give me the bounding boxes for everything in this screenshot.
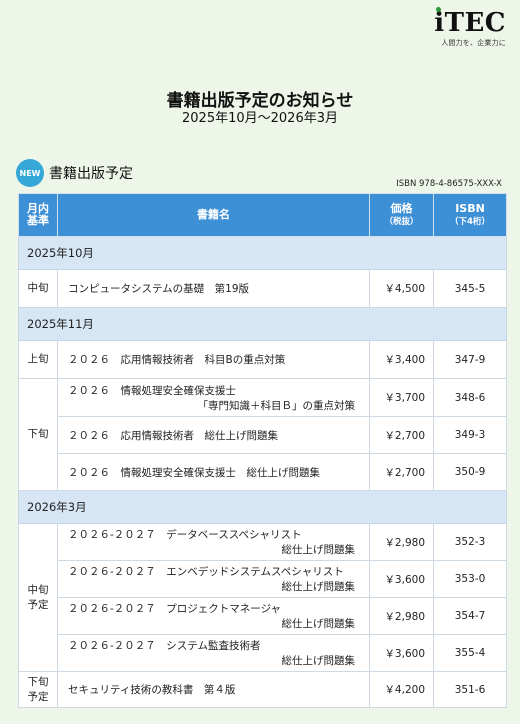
group-label: 2025年11月 bbox=[18, 307, 507, 341]
table-row: ２０２６-２０２７ システム監査技術者 総仕上げ問題集 ￥3,600 355-4 bbox=[19, 634, 507, 672]
isbn-cell: 345-5 bbox=[433, 269, 507, 308]
price-cell: ￥2,980 bbox=[369, 523, 434, 561]
isbn-cell: 352-3 bbox=[433, 523, 507, 561]
price-cell: ￥2,700 bbox=[369, 453, 434, 491]
brand-logo: iTEC 人間力を、企業力に bbox=[434, 7, 506, 48]
header-period: 月内 基準 bbox=[18, 193, 58, 237]
price-cell: ￥3,700 bbox=[369, 378, 434, 417]
group-row: 2026年3月 bbox=[18, 490, 507, 524]
price-cell: ￥4,200 bbox=[369, 671, 434, 708]
table-row: 上旬 ２０２６ 応用情報技術者 科目Bの重点対策 ￥3,400 347-9 bbox=[18, 340, 507, 379]
table-header-row: 月内 基準 書籍名 価格 （税抜） ISBN （下4桁） bbox=[18, 193, 507, 237]
logo-dot-icon bbox=[436, 7, 442, 12]
isbn-cell: 353-0 bbox=[433, 560, 507, 598]
period-cell: 下旬 予定 bbox=[18, 671, 58, 708]
table-row: ２０２６-２０２７ エンベデッドシステムスペシャリスト 総仕上げ問題集 ￥3,60… bbox=[19, 560, 507, 598]
header-price: 価格 （税抜） bbox=[369, 193, 434, 237]
table-row: ２０２６ 情報処理安全確保支援士 総仕上げ問題集 ￥2,700 350-9 bbox=[19, 453, 507, 491]
book-name-cell: ２０２６-２０２７ エンベデッドシステムスペシャリスト 総仕上げ問題集 bbox=[57, 560, 370, 598]
book-name-cell: ２０２６ 情報処理安全確保支援士 総仕上げ問題集 bbox=[57, 453, 370, 491]
logo-text: iTEC bbox=[434, 7, 506, 38]
section-header: NEW 書籍出版予定 bbox=[16, 159, 133, 187]
isbn-cell: 347-9 bbox=[433, 340, 507, 379]
publication-table: 月内 基準 書籍名 価格 （税抜） ISBN （下4桁） 2025年10月 中旬 コン… bbox=[18, 193, 507, 708]
period-cell: 上旬 bbox=[18, 340, 58, 379]
header-isbn: ISBN （下4桁） bbox=[433, 193, 507, 237]
logo-tagline: 人間力を、企業力に bbox=[441, 39, 506, 47]
book-name-cell: セキュリティ技術の教科書 第４版 bbox=[57, 671, 370, 708]
price-cell: ￥2,700 bbox=[369, 416, 434, 454]
table-row: 下旬 予定 セキュリティ技術の教科書 第４版 ￥4,200 351-6 bbox=[18, 671, 507, 708]
book-name-cell: ２０２６ 応用情報技術者 科目Bの重点対策 bbox=[57, 340, 370, 379]
table-row: ２０２６-２０２７ プロジェクトマネージャ 総仕上げ問題集 ￥2,980 354-… bbox=[19, 597, 507, 635]
isbn-cell: 354-7 bbox=[433, 597, 507, 635]
table-row: 中旬 予定 ２０２６-２０２７ データベーススペシャリスト 総仕上げ問題集 ￥2,9… bbox=[18, 523, 507, 672]
period-cell: 下旬 bbox=[18, 378, 58, 491]
book-name-cell: ２０２６ 応用情報技術者 総仕上げ問題集 bbox=[57, 416, 370, 454]
book-name-cell: ２０２６-２０２７ プロジェクトマネージャ 総仕上げ問題集 bbox=[57, 597, 370, 635]
price-cell: ￥3,600 bbox=[369, 560, 434, 598]
isbn-cell: 348-6 bbox=[433, 378, 507, 417]
price-cell: ￥4,500 bbox=[369, 269, 434, 308]
price-cell: ￥2,980 bbox=[369, 597, 434, 635]
period-cell: 中旬 予定 bbox=[18, 523, 58, 672]
price-cell: ￥3,600 bbox=[369, 634, 434, 672]
table-row: ２０２６ 応用情報技術者 総仕上げ問題集 ￥2,700 349-3 bbox=[19, 416, 507, 454]
page-period: 2025年10月～2026年3月 bbox=[182, 111, 338, 126]
book-name-cell: ２０２６ 情報処理安全確保支援士 「専門知識＋科目Ｂ」の重点対策 bbox=[57, 378, 370, 417]
isbn-cell: 355-4 bbox=[433, 634, 507, 672]
group-row: 2025年10月 bbox=[18, 236, 507, 270]
header-name: 書籍名 bbox=[57, 193, 370, 237]
isbn-cell: 349-3 bbox=[433, 416, 507, 454]
isbn-cell: 350-9 bbox=[433, 453, 507, 491]
table-row: 下旬 ２０２６ 情報処理安全確保支援士 「専門知識＋科目Ｂ」の重点対策 ￥3,70… bbox=[18, 378, 507, 491]
group-row: 2025年11月 bbox=[18, 307, 507, 341]
isbn-cell: 351-6 bbox=[433, 671, 507, 708]
table-row: 中旬 コンピュータシステムの基礎 第19版 ￥4,500 345-5 bbox=[18, 269, 507, 308]
new-badge: NEW bbox=[16, 159, 44, 187]
section-title: 書籍出版予定 bbox=[49, 166, 133, 182]
book-name-cell: ２０２６-２０２７ データベーススペシャリスト 総仕上げ問題集 bbox=[57, 523, 370, 561]
group-label: 2026年3月 bbox=[18, 490, 507, 524]
book-name-cell: コンピュータシステムの基礎 第19版 bbox=[57, 269, 370, 308]
page-title: 書籍出版予定のお知らせ bbox=[166, 91, 354, 111]
book-name-cell: ２０２６-２０２７ システム監査技術者 総仕上げ問題集 bbox=[57, 634, 370, 672]
price-cell: ￥3,400 bbox=[369, 340, 434, 379]
isbn-prefix: ISBN 978-4-86575-XXX-X bbox=[396, 179, 502, 189]
group-label: 2025年10月 bbox=[18, 236, 507, 270]
period-cell: 中旬 bbox=[18, 269, 58, 308]
